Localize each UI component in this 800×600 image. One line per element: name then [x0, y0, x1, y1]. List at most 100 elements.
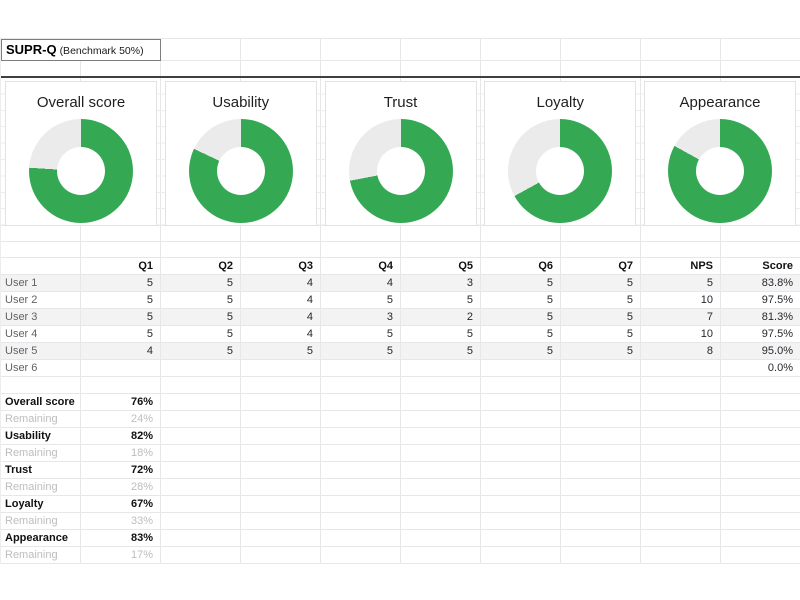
summary-value: 82% [81, 428, 161, 444]
table-cell: 5 [81, 275, 161, 291]
table-cell: 5 [481, 343, 561, 359]
table-cell: 5 [401, 292, 481, 308]
table-row: User 4 5 5 4 5 5 5 5 10 97.5% [1, 326, 800, 343]
table-cell: 5 [81, 292, 161, 308]
table-cell: 5 [161, 292, 241, 308]
chart-title: Overall score [36, 94, 126, 111]
table-cell [241, 360, 321, 376]
report-title: SUPR-Q [6, 42, 57, 57]
table-cell: 5 [561, 343, 641, 359]
table-cell: 5 [401, 343, 481, 359]
summary-label: Trust [1, 462, 81, 478]
table-cell: 95.0% [721, 343, 800, 359]
table-cell: 4 [241, 275, 321, 291]
donut-chart-card: Trust [324, 81, 477, 226]
summary-value: 24% [81, 411, 161, 427]
summary-label: Remaining [1, 411, 81, 427]
table-cell: 5 [161, 275, 241, 291]
chart-title: Appearance [679, 94, 761, 111]
summary-label: Remaining [1, 547, 81, 563]
summary-row: Appearance 83% [1, 530, 800, 547]
summary-value: 18% [81, 445, 161, 461]
table-cell: 5 [161, 326, 241, 342]
summary-label: Overall score [1, 394, 81, 410]
spacer-row [1, 242, 800, 258]
donut-chart-card: Overall score [5, 81, 157, 226]
table-cell: 3 [321, 309, 401, 325]
summary-label: Remaining [1, 479, 81, 495]
donut-chart-card: Loyalty [484, 81, 637, 226]
donut-chart [508, 119, 613, 223]
summary-label: Appearance [1, 530, 81, 546]
table-cell: 5 [561, 275, 641, 291]
row-label: User 4 [1, 326, 81, 342]
table-cell [481, 360, 561, 376]
divider-row [1, 61, 800, 78]
table-body: User 1 5 5 4 4 3 5 5 5 83.8% User 2 5 5 4 5 5 5 5 10 97.5% U… [1, 275, 800, 377]
table-row: User 3 5 5 4 3 2 5 5 7 81.3% [1, 309, 800, 326]
table-cell: 5 [321, 292, 401, 308]
column-header: Q7 [561, 258, 641, 274]
table-cell [321, 360, 401, 376]
table-cell: 5 [241, 343, 321, 359]
charts-row: Overall score Usability Trust Loyalty Ap… [1, 78, 800, 226]
table-cell: 5 [161, 309, 241, 325]
table-cell: 3 [401, 275, 481, 291]
table-cell: 5 [481, 275, 561, 291]
table-cell: 5 [561, 292, 641, 308]
column-header: Q1 [81, 258, 161, 274]
table-cell: 5 [401, 326, 481, 342]
row-label: User 5 [1, 343, 81, 359]
table-cell: 7 [641, 309, 721, 325]
table-cell [561, 360, 641, 376]
table-cell: 5 [561, 326, 641, 342]
summary-row: Remaining 28% [1, 479, 800, 496]
title-row: SUPR-Q (Benchmark 50%) [1, 39, 800, 61]
summary-row: Overall score 76% [1, 394, 800, 411]
table-row: User 2 5 5 4 5 5 5 5 10 97.5% [1, 292, 800, 309]
corner-cell [1, 258, 81, 274]
spacer-row [1, 226, 800, 242]
table-cell: 5 [321, 326, 401, 342]
summary-label: Loyalty [1, 496, 81, 512]
summary-row: Remaining 18% [1, 445, 800, 462]
column-header: Score [721, 258, 800, 274]
column-header: Q6 [481, 258, 561, 274]
table-row: User 1 5 5 4 4 3 5 5 5 83.8% [1, 275, 800, 292]
table-cell: 83.8% [721, 275, 800, 291]
column-header: Q3 [241, 258, 321, 274]
table-cell: 4 [241, 309, 321, 325]
table-header-row: Q1 Q2 Q3 Q4 Q5 Q6 Q7 NPS Score [1, 258, 800, 275]
summary-row: Usability 82% [1, 428, 800, 445]
chart-title: Trust [383, 94, 418, 111]
summary-value: 17% [81, 547, 161, 563]
donut-chart-card: Usability [164, 81, 317, 226]
table-row: User 6 0.0% [1, 360, 800, 377]
table-cell: 10 [641, 292, 721, 308]
summary-row: Loyalty 67% [1, 496, 800, 513]
summary-row: Trust 72% [1, 462, 800, 479]
table-cell: 5 [481, 292, 561, 308]
spreadsheet-grid: SUPR-Q (Benchmark 50%) Overall score Usab… [0, 38, 800, 564]
summary-label: Remaining [1, 513, 81, 529]
report-title-cell: SUPR-Q (Benchmark 50%) [1, 39, 161, 61]
chart-title: Usability [212, 94, 270, 111]
table-cell [401, 360, 481, 376]
donut-chart-card: Appearance [644, 81, 796, 226]
summary-body: Overall score 76% Remaining 24% Usability 82%… [1, 394, 800, 564]
table-cell: 4 [81, 343, 161, 359]
donut-chart [668, 119, 772, 223]
column-header: Q4 [321, 258, 401, 274]
table-cell [81, 360, 161, 376]
chart-title: Loyalty [536, 94, 585, 111]
row-label: User 2 [1, 292, 81, 308]
blank-row [1, 377, 800, 394]
table-cell: 0.0% [721, 360, 800, 376]
table-row: User 5 4 5 5 5 5 5 5 8 95.0% [1, 343, 800, 360]
column-header: NPS [641, 258, 721, 274]
summary-label: Remaining [1, 445, 81, 461]
summary-row: Remaining 17% [1, 547, 800, 564]
summary-value: 83% [81, 530, 161, 546]
table-cell: 5 [481, 326, 561, 342]
